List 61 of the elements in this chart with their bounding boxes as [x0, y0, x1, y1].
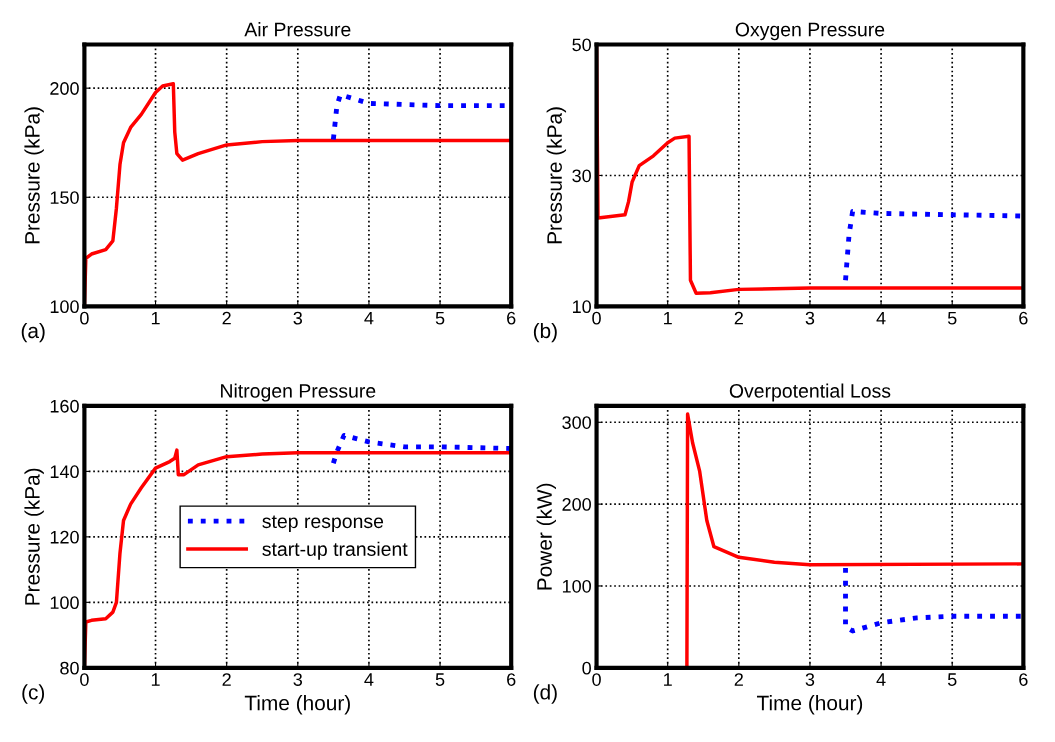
y-tick-label: 0 — [582, 661, 591, 675]
y-axis-title: Pressure (kPa) — [24, 468, 44, 605]
x-tick-label: 3 — [805, 673, 815, 686]
text: (a) — [21, 322, 45, 343]
x-tick-label: 6 — [507, 673, 516, 686]
x-tick-label: 5 — [947, 673, 957, 686]
chart-title: Overpotential Loss — [729, 383, 891, 402]
x-tick-label: 4 — [364, 673, 374, 686]
x-tick-label: 5 — [947, 311, 957, 325]
x-tick-label: 1 — [664, 673, 672, 686]
x-tick-label: 2 — [222, 673, 231, 686]
y-tick-label: 100 — [50, 300, 79, 314]
x-tick-label: 5 — [435, 673, 445, 686]
y-tick-label: 100 — [562, 579, 591, 593]
x-tick-label: 1 — [151, 673, 160, 686]
x-tick-label: 0 — [80, 311, 89, 325]
x-tick-label: 6 — [507, 311, 516, 325]
x-tick-label: 3 — [293, 673, 303, 686]
text: (d) — [533, 684, 557, 704]
y-tick-label: 30 — [572, 169, 591, 183]
y-tick-label: 10 — [572, 300, 591, 314]
legend-label: start-up transient — [262, 541, 408, 560]
y-axis-title: Power (kW) — [536, 483, 557, 590]
y-tick-label: 140 — [50, 465, 79, 479]
x-tick-label: 1 — [664, 311, 672, 325]
chart-title: Oxygen Pressure — [735, 22, 885, 41]
x-tick-label: 2 — [222, 311, 231, 325]
y-tick-label: 200 — [562, 498, 591, 511]
x-tick-label: 5 — [435, 311, 445, 325]
line-series — [330, 432, 512, 466]
y-tick-label: 150 — [50, 191, 79, 204]
legend-label: step response — [262, 515, 384, 532]
y-tick-label: 50 — [572, 38, 591, 52]
x-tick-label: 3 — [293, 311, 303, 325]
y-tick-label: 200 — [50, 82, 79, 95]
line-series — [843, 565, 1024, 634]
x-tick-label: 0 — [592, 673, 601, 686]
text: (b) — [533, 322, 557, 343]
y-tick-label: 80 — [60, 661, 79, 675]
x-tick-label: 6 — [1019, 673, 1028, 686]
y-tick-label: 300 — [562, 416, 591, 430]
y-axis-title: Pressure (kPa) — [24, 107, 44, 244]
y-tick-label: 100 — [50, 596, 79, 610]
x-tick-label: 3 — [805, 311, 815, 325]
x-tick-label: 0 — [592, 311, 601, 325]
text: (c) — [22, 684, 45, 704]
x-tick-label: 0 — [80, 673, 89, 686]
chart-title: Nitrogen Pressure — [221, 383, 376, 402]
x-tick-label: 6 — [1019, 311, 1028, 325]
x-axis-title: Time (hour) — [244, 695, 350, 715]
x-tick-label: 2 — [734, 311, 743, 325]
x-tick-label: 4 — [364, 311, 374, 325]
chart-title: Air Pressure — [244, 22, 351, 37]
x-tick-label: 2 — [734, 673, 743, 686]
x-axis-title: Time (hour) — [756, 695, 863, 715]
x-tick-label: 1 — [151, 311, 160, 325]
y-axis-title: Pressure (kPa) — [546, 107, 567, 244]
y-tick-label: 120 — [50, 530, 79, 544]
x-tick-label: 4 — [876, 673, 886, 686]
x-tick-label: 4 — [876, 311, 886, 325]
y-tick-label: 160 — [50, 399, 79, 413]
